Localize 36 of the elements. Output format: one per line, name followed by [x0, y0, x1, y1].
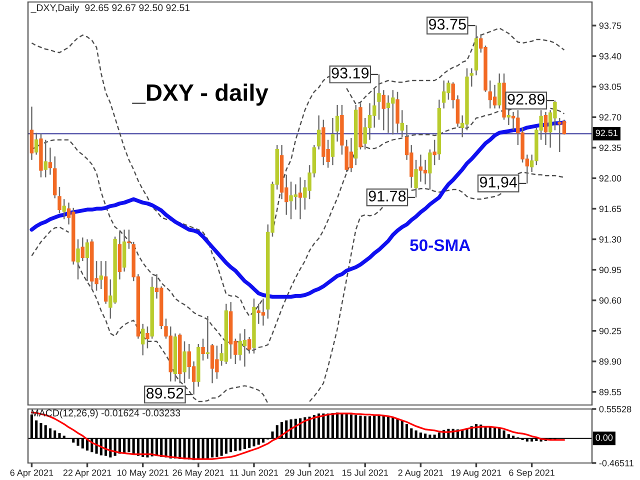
annotation: 91,94 [480, 176, 518, 190]
y-tick-label: 91.30 [599, 236, 622, 243]
y-tick-label: 89.55 [599, 388, 622, 396]
text: _DXY - daily [132, 84, 268, 106]
x-tick-label: 19 Aug 2021 [452, 469, 502, 478]
y-tick-label: 93.40 [599, 53, 622, 60]
y-tick-label: 91.65 [599, 206, 622, 212]
x-tick-label: 10 May 2021 [117, 469, 168, 478]
x-tick-label: 15 Jul 2021 [342, 469, 388, 476]
x-tick-label: 6 Apr 2021 [10, 469, 54, 478]
y-tick-label: 90.95 [599, 266, 622, 274]
x-tick-label: 2 Aug 2021 [398, 469, 444, 478]
annotation: 93.19 [332, 68, 369, 78]
y-tick-label: 93.75 [599, 22, 622, 29]
ref-line-label: 92.51 [596, 130, 618, 136]
annotation: _DXY,Daily 92.65 92.67 92.50 92.51 [30, 4, 190, 14]
x-tick-label: 22 Apr 2021 [63, 469, 112, 478]
ref-line-label: 0.00 [596, 434, 613, 441]
x-tick-label: 26 May 2021 [172, 469, 224, 478]
x-tick-label: 11 Jun 2021 [230, 469, 278, 476]
y-tick-label: 92.35 [599, 144, 622, 152]
annotation: 93.75 [429, 18, 466, 30]
y-tick-label: 90.60 [599, 297, 622, 304]
annotation: 92.89 [508, 94, 545, 105]
annotation: 91.78 [368, 190, 406, 202]
y-tick-label: -0.46511 [599, 460, 634, 466]
y-tick-label: 93.05 [599, 84, 622, 90]
x-tick-label: 29 Jun 2021 [285, 469, 334, 476]
y-tick-label: 92.00 [599, 175, 622, 182]
y-tick-label: 89.90 [599, 358, 622, 365]
y-tick-label: 0.55528 [599, 406, 632, 412]
x-tick-label: 6 Sep 2021 [509, 469, 554, 478]
y-tick-label: 90.25 [599, 328, 622, 334]
annotation: 89.52 [146, 388, 184, 399]
y-tick-label: 92.70 [599, 114, 622, 121]
series-label: 50-SMA [410, 239, 470, 252]
